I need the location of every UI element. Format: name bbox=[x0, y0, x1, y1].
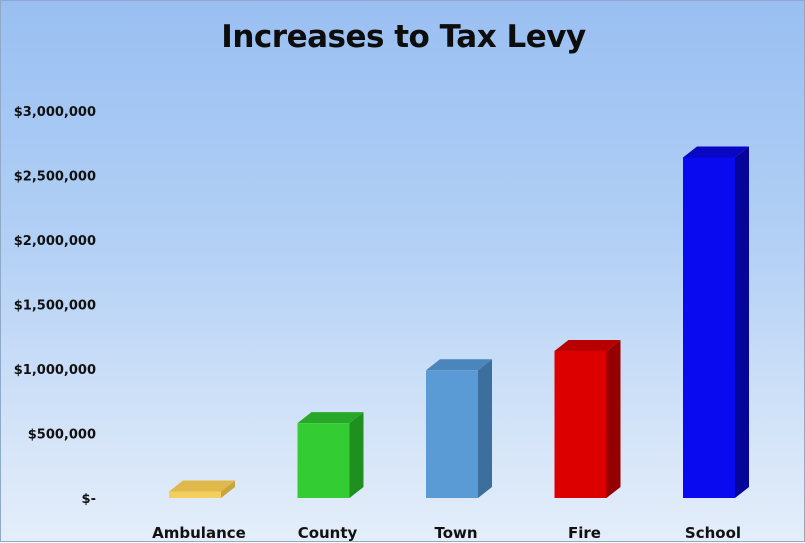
x-tick-label: Town bbox=[434, 524, 477, 542]
y-tick-label: $1,500,000 bbox=[14, 299, 96, 314]
y-tick-label: $2,000,000 bbox=[14, 234, 96, 249]
y-tick-label: $3,000,000 bbox=[14, 105, 96, 120]
bar-fire bbox=[554, 339, 621, 498]
bar-side bbox=[221, 480, 235, 498]
bar-top bbox=[169, 480, 235, 492]
bar-top bbox=[297, 412, 364, 424]
y-tick-label: $- bbox=[82, 492, 96, 507]
bar-top bbox=[683, 146, 749, 158]
bar-side bbox=[735, 146, 749, 498]
y-tick-label: $2,500,000 bbox=[14, 170, 96, 185]
bar-school bbox=[683, 146, 749, 498]
bar-top bbox=[554, 339, 621, 351]
bar-town bbox=[426, 359, 492, 498]
y-tick-label: $500,000 bbox=[28, 428, 96, 443]
y-tick-label: $1,000,000 bbox=[14, 363, 96, 378]
bar-side bbox=[349, 412, 364, 498]
x-tick-label: County bbox=[298, 524, 358, 542]
bar-side bbox=[606, 339, 621, 498]
chart-title: Increases to Tax Levy bbox=[221, 19, 586, 55]
bar-county bbox=[297, 412, 364, 498]
x-tick-label: School bbox=[685, 524, 741, 542]
bar-front bbox=[683, 157, 735, 498]
bar-front bbox=[554, 350, 607, 498]
x-tick-label: Fire bbox=[568, 524, 601, 542]
x-tick-label: Ambulance bbox=[152, 524, 246, 542]
bar-front bbox=[297, 423, 350, 498]
bar-front bbox=[169, 491, 221, 498]
bar-side bbox=[478, 359, 492, 498]
bar-front bbox=[426, 370, 478, 498]
bar-top bbox=[426, 359, 492, 371]
bar-ambulance bbox=[169, 480, 235, 498]
